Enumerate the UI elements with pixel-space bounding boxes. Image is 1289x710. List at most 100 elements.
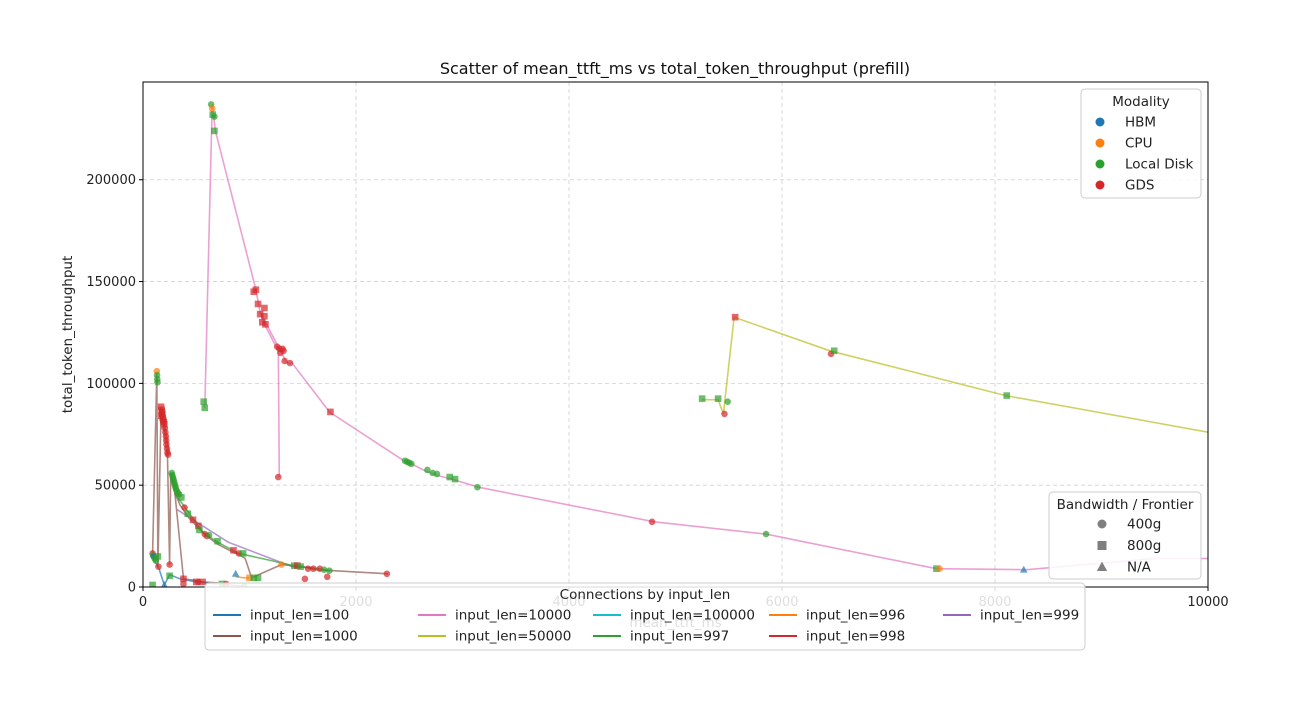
data-point	[161, 420, 168, 428]
data-point	[277, 349, 284, 357]
data-point	[230, 547, 237, 554]
data-point	[1019, 565, 1028, 573]
data-point	[154, 379, 161, 386]
data-point	[246, 574, 253, 582]
y-tick-label: 50000	[95, 479, 136, 494]
data-point	[286, 359, 294, 367]
connections-legend-label: input_len=50000	[455, 629, 571, 645]
data-point	[180, 575, 187, 583]
data-point	[250, 288, 258, 296]
y-tick-label: 150000	[86, 275, 136, 290]
data-point	[310, 565, 317, 572]
connections-legend-label: input_len=998	[806, 629, 905, 645]
series-line	[259, 311, 281, 478]
data-point	[161, 581, 168, 587]
data-point	[433, 470, 441, 478]
data-point	[648, 518, 656, 526]
data-point	[261, 312, 268, 320]
data-point	[166, 572, 173, 580]
data-point	[189, 516, 197, 524]
data-point	[180, 580, 187, 587]
data-point	[1003, 392, 1011, 399]
y-axis-ticks: 0 50000 100000 150000 200000	[86, 173, 143, 596]
data-point	[201, 404, 209, 412]
data-point	[326, 567, 333, 575]
data-points	[149, 101, 1028, 587]
bandwidth-legend: Bandwidth / Frontier 400g 800g N/A	[1048, 491, 1202, 580]
modality-legend-title: Modality	[1112, 94, 1170, 110]
data-point	[149, 581, 156, 587]
chart-title: Scatter of mean_ttft_ms vs total_token_t…	[440, 59, 910, 79]
data-point	[208, 105, 216, 112]
data-point	[154, 553, 162, 560]
data-point	[181, 504, 188, 511]
series-line	[203, 104, 1208, 571]
data-point	[278, 561, 285, 568]
connections-legend: Connections by input_len input_len=100in…	[204, 582, 1086, 651]
data-point	[274, 473, 282, 481]
data-point	[698, 395, 706, 402]
connections-legend-label: input_len=10000	[455, 608, 571, 624]
bandwidth-legend-marker	[1097, 541, 1107, 550]
modality-legend-marker	[1095, 138, 1105, 148]
bandwidth-legend-marker	[1097, 519, 1107, 529]
modality-legend: Modality HBM CPU Local Disk GDS	[1080, 88, 1202, 199]
data-point	[446, 473, 454, 481]
modality-legend-label: HBM	[1125, 115, 1156, 131]
y-tick-label: 100000	[86, 377, 136, 392]
data-point	[327, 408, 334, 416]
data-point	[830, 347, 838, 355]
connections-legend-box	[204, 582, 1086, 651]
data-point	[261, 304, 268, 312]
grid-lines	[143, 82, 1208, 587]
modality-legend-label: CPU	[1125, 136, 1152, 152]
data-point	[250, 574, 258, 582]
connections-legend-label: input_len=996	[806, 608, 905, 624]
data-point	[424, 466, 431, 474]
data-point	[254, 300, 262, 308]
modality-legend-marker	[1095, 159, 1105, 169]
bandwidth-legend-title: Bandwidth / Frontier	[1057, 497, 1194, 513]
data-point	[214, 537, 221, 545]
connections-legend-label: input_len=999	[980, 608, 1079, 624]
data-point	[724, 398, 731, 405]
bandwidth-legend-label: 400g	[1127, 517, 1161, 533]
data-point	[762, 530, 770, 538]
data-point	[721, 410, 728, 418]
plot-frame	[142, 81, 1209, 588]
bandwidth-legend-label: N/A	[1127, 560, 1152, 576]
bandwidth-legend-label: 800g	[1127, 538, 1161, 554]
data-point	[451, 475, 459, 483]
data-point	[200, 398, 208, 405]
data-point	[164, 451, 172, 458]
data-point	[211, 113, 218, 120]
data-point	[731, 313, 739, 321]
modality-legend-box	[1080, 88, 1202, 199]
data-point	[297, 563, 304, 570]
data-point	[211, 127, 218, 135]
series-line	[702, 316, 1208, 433]
data-point	[320, 566, 328, 573]
y-tick-label: 200000	[86, 173, 136, 188]
x-tick-label: 10000	[1187, 595, 1228, 610]
data-point	[166, 561, 173, 568]
data-point	[256, 310, 264, 318]
data-point	[383, 570, 391, 578]
data-point	[323, 573, 331, 581]
data-point	[239, 550, 247, 557]
modality-legend-marker	[1095, 180, 1105, 190]
data-point	[262, 321, 269, 328]
data-point	[155, 563, 162, 570]
data-point	[714, 395, 722, 402]
connections-legend-label: input_len=997	[630, 629, 729, 645]
data-point	[936, 565, 943, 572]
y-axis-label: total_token_throughput	[60, 256, 76, 414]
data-point	[205, 531, 213, 539]
data-point	[195, 522, 202, 530]
connections-legend-label: input_len=1000	[250, 629, 358, 645]
series-line	[151, 373, 389, 579]
connections-legend-title: Connections by input_len	[560, 587, 731, 603]
bandwidth-legend-box	[1048, 491, 1202, 580]
modality-legend-marker	[1095, 117, 1105, 127]
